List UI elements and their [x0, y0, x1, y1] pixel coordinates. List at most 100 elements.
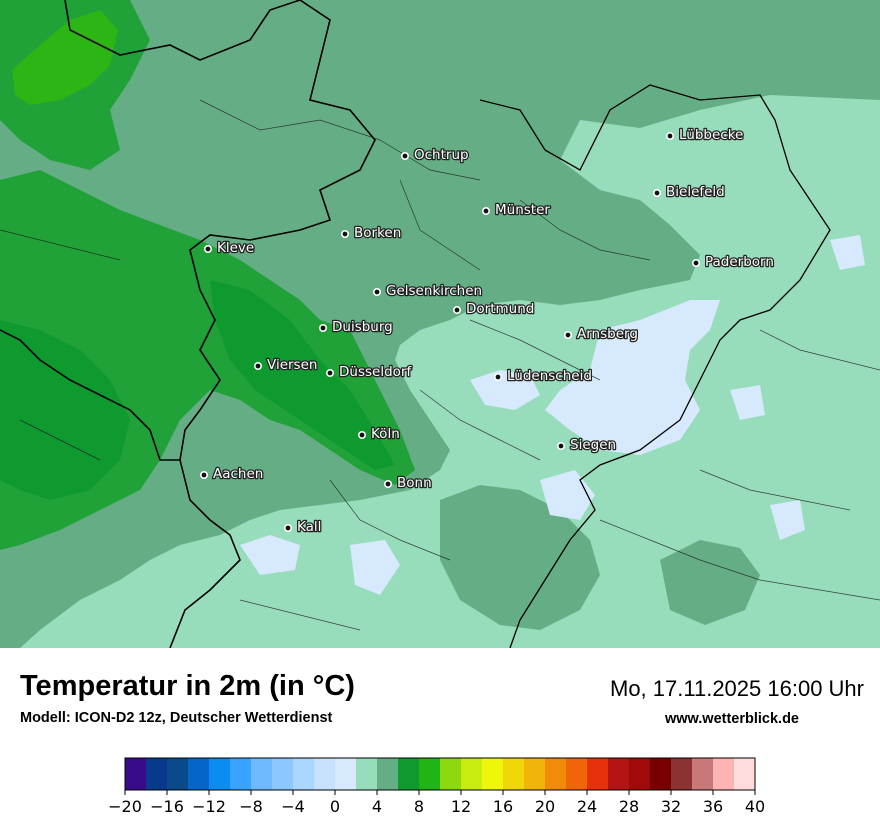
legend-swatch: [503, 758, 525, 790]
legend-swatch: [713, 758, 735, 790]
city-label: Siegen: [570, 437, 616, 453]
legend-swatch: [293, 758, 315, 790]
zone-4-6-island-2: [660, 540, 760, 625]
model-subtitle: Modell: ICON-D2 12z, Deutscher Wetterdie…: [20, 710, 333, 726]
city-dot: [556, 441, 565, 450]
city-dot: [652, 189, 661, 198]
city-aachen: Aachen: [200, 465, 265, 483]
legend-tick-label: 32: [661, 797, 681, 816]
city-label: Münster: [495, 202, 550, 218]
legend-swatch: [272, 758, 294, 790]
city-luebbecke: Lübbecke: [665, 126, 745, 144]
zone-0-2-e: [350, 540, 400, 595]
city-label: Borken: [354, 225, 401, 241]
legend-swatch: [482, 758, 504, 790]
city-label: Paderborn: [705, 254, 774, 270]
legend-tick-label: −4: [281, 797, 305, 816]
legend-tick-label: 36: [703, 797, 723, 816]
legend-swatch: [734, 758, 756, 790]
legend-swatch: [314, 758, 336, 790]
city-viersen: Viersen: [254, 356, 319, 374]
city-dot: [204, 245, 213, 254]
city-dot: [283, 523, 292, 532]
legend-swatch: [167, 758, 189, 790]
legend-tick-label: 16: [493, 797, 513, 816]
city-dot: [357, 430, 366, 439]
city-dot: [200, 470, 209, 479]
source-link[interactable]: www.wetterblick.de: [664, 711, 799, 727]
city-dot: [372, 287, 381, 296]
city-label: Gelsenkirchen: [386, 283, 482, 299]
city-ochtrup: Ochtrup: [400, 146, 470, 164]
legend-swatch: [419, 758, 441, 790]
city-label: Duisburg: [332, 319, 393, 335]
legend-swatch: [230, 758, 252, 790]
zone-0-2-d: [240, 535, 300, 575]
legend-swatch: [566, 758, 588, 790]
zone-2-4-north: [620, 120, 880, 215]
city-dortmund: Dortmund: [452, 300, 536, 318]
legend-swatch: [335, 758, 357, 790]
zone-0-2-h: [730, 385, 765, 420]
city-kall: Kall: [283, 518, 323, 536]
zone-4-6-island: [440, 485, 600, 630]
city-label: Düsseldorf: [339, 364, 412, 380]
city-borken: Borken: [340, 224, 403, 242]
legend-swatch: [650, 758, 672, 790]
legend-tick-label: 4: [372, 797, 382, 816]
city-dot: [493, 372, 502, 381]
city-bonn: Bonn: [383, 474, 433, 492]
legend-tick-label: −16: [150, 797, 184, 816]
city-dot: [254, 361, 263, 370]
temperature-map: Lübbecke Ochtrup Bielefeld Münster Kleve…: [0, 0, 880, 648]
city-label: Bielefeld: [666, 184, 725, 200]
legend-tick-label: 40: [745, 797, 765, 816]
legend-swatch: [209, 758, 231, 790]
zone-10-12: [12, 10, 118, 105]
legend-tick-label: 28: [619, 797, 639, 816]
legend-swatch: [398, 758, 420, 790]
city-duisburg: Duisburg: [318, 318, 394, 336]
legend-swatch: [125, 758, 147, 790]
zone-8-10: [210, 280, 395, 470]
legend-tick-label: 12: [451, 797, 471, 816]
city-markers: Lübbecke Ochtrup Bielefeld Münster Kleve…: [200, 126, 775, 536]
city-dot: [318, 323, 327, 332]
zone-0-2-f: [770, 500, 805, 540]
legend-frame: [124, 757, 756, 791]
zone-0-2-b: [470, 370, 540, 410]
legend-swatch: [629, 758, 651, 790]
legend-tick-label: 24: [577, 797, 597, 816]
city-label: Lüdenscheid: [507, 368, 592, 384]
city-muenster: Münster: [481, 201, 552, 219]
city-dot: [325, 368, 334, 377]
city-label: Köln: [371, 426, 400, 442]
legend-swatch: [587, 758, 609, 790]
legend-tick-label: 0: [330, 797, 340, 816]
zone-0-2-g: [830, 235, 865, 270]
city-label: Aachen: [213, 466, 263, 482]
legend-tick-label: 20: [535, 797, 555, 816]
city-dot: [452, 305, 461, 314]
legend-swatch: [251, 758, 273, 790]
city-dot: [665, 132, 674, 141]
city-kleve: Kleve: [204, 239, 256, 257]
city-siegen: Siegen: [556, 436, 617, 454]
city-label: Viersen: [267, 357, 317, 373]
city-luedenscheid: Lüdenscheid: [493, 367, 593, 385]
city-dot: [383, 479, 392, 488]
country-border: [0, 0, 376, 648]
city-dot: [563, 330, 572, 339]
legend-tick-label: −12: [192, 797, 226, 816]
city-duesseldorf: Düsseldorf: [325, 363, 414, 381]
state-border: [479, 84, 831, 648]
city-label: Kall: [297, 519, 321, 535]
legend-tick-label: −8: [239, 797, 263, 816]
city-dot: [691, 258, 700, 267]
zone-2-4: [20, 95, 880, 648]
legend-swatch: [692, 758, 714, 790]
city-label: Ochtrup: [414, 147, 469, 163]
city-arnsberg: Arnsberg: [563, 325, 639, 343]
legend-swatch: [461, 758, 483, 790]
zone-0-2: [545, 300, 720, 455]
